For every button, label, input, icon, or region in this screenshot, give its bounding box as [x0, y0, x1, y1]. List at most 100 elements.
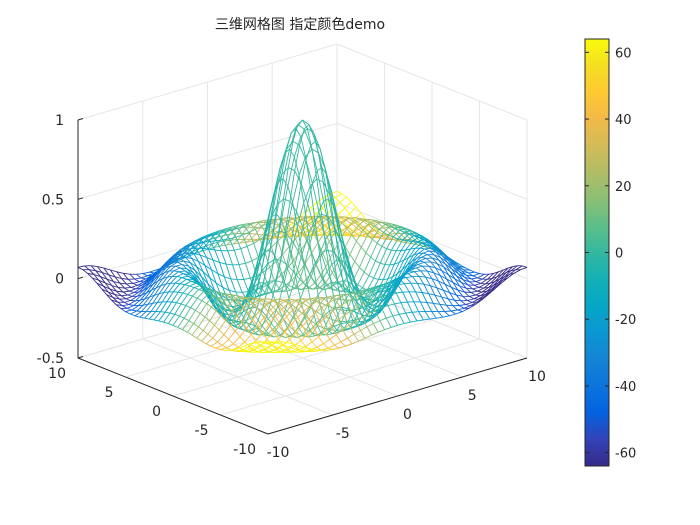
mesh-line: [443, 266, 449, 275]
mesh-line: [425, 276, 431, 286]
mesh-line: [260, 344, 267, 348]
mesh-line: [217, 334, 225, 343]
mesh-line: [265, 303, 271, 310]
mesh-line: [275, 259, 281, 281]
mesh-line: [247, 305, 255, 314]
mesh-line: [218, 240, 226, 243]
mesh-line: [263, 341, 269, 344]
mesh-line: [256, 282, 265, 309]
mesh-line: [331, 319, 339, 326]
mesh-line: [312, 297, 318, 302]
mesh-line: [129, 290, 135, 293]
mesh-line: [154, 293, 160, 296]
mesh-line: [214, 249, 222, 252]
mesh-line: [255, 242, 263, 271]
mesh-line: [330, 294, 337, 297]
mesh-line: [170, 261, 178, 267]
mesh-line: [173, 270, 179, 273]
mesh-line: [434, 254, 441, 259]
mesh-line: [203, 241, 209, 250]
mesh-line: [370, 287, 376, 297]
mesh-line: [108, 291, 115, 296]
mesh-line: [320, 251, 328, 272]
mesh-line: [296, 202, 305, 227]
mesh-line: [306, 266, 314, 282]
mesh-line: [419, 244, 427, 249]
mesh-line: [299, 264, 306, 280]
mesh-line: [435, 267, 443, 272]
mesh-line: [198, 236, 206, 241]
mesh-line: [91, 277, 98, 284]
mesh-line: [187, 293, 193, 297]
mesh-line: [317, 279, 323, 287]
mesh-line: [188, 310, 196, 321]
mesh-line: [136, 273, 143, 275]
mesh-line: [378, 289, 384, 297]
mesh-line: [378, 228, 384, 233]
mesh-line: [372, 238, 378, 244]
mesh-line: [190, 262, 197, 267]
mesh-line: [126, 282, 133, 285]
mesh-line: [105, 282, 112, 286]
mesh-line: [265, 315, 272, 322]
mesh-line: [394, 302, 401, 305]
mesh-line: [220, 314, 227, 321]
mesh-line: [288, 284, 296, 289]
mesh-line: [220, 240, 226, 247]
mesh-line: [384, 326, 392, 331]
mesh-line: [280, 341, 288, 344]
mesh-line: [278, 230, 286, 233]
mesh-line: [305, 300, 312, 306]
mesh-line: [452, 282, 460, 287]
x-tick-label: 10: [528, 369, 546, 385]
mesh-line: [224, 276, 231, 280]
colorbar-tick-label: -60: [615, 447, 636, 462]
mesh-line: [347, 337, 353, 345]
mesh-line: [287, 327, 293, 336]
mesh-line: [142, 271, 150, 275]
mesh-line: [267, 255, 276, 287]
mesh-line: [158, 320, 164, 323]
mesh-line: [313, 348, 320, 351]
mesh-line: [231, 310, 238, 317]
mesh-line: [470, 290, 478, 293]
mesh-line: [319, 315, 328, 323]
mesh-line: [443, 266, 451, 272]
mesh-line: [330, 191, 337, 215]
mesh-line: [233, 299, 239, 304]
mesh-line: [312, 232, 319, 243]
mesh-line: [304, 306, 310, 316]
mesh-line: [284, 349, 292, 353]
mesh-line: [263, 282, 269, 288]
mesh-line: [183, 273, 189, 277]
mesh-line: [391, 249, 397, 252]
mesh-line: [241, 312, 249, 323]
mesh-line: [394, 303, 400, 315]
mesh-line: [469, 294, 476, 297]
mesh-line: [149, 269, 156, 273]
mesh-line: [392, 236, 399, 240]
mesh-line: [343, 286, 351, 295]
mesh-line: [290, 348, 296, 352]
mesh-line: [372, 223, 380, 230]
mesh-line: [196, 330, 204, 339]
mesh-line: [467, 284, 473, 290]
mesh-line: [175, 282, 180, 285]
mesh-line: [221, 313, 229, 323]
mesh-line: [206, 257, 212, 270]
mesh-line: [388, 234, 394, 238]
mesh-line: [472, 273, 480, 277]
mesh-line: [161, 291, 170, 303]
mesh-line: [367, 288, 373, 292]
mesh-line: [234, 321, 243, 332]
mesh-line: [235, 237, 242, 249]
mesh-line: [298, 272, 304, 283]
mesh-line: [252, 310, 260, 320]
mesh-line: [122, 273, 129, 280]
mesh-line: [179, 305, 187, 317]
mesh-line: [281, 149, 287, 175]
mesh-line: [265, 299, 273, 305]
mesh-line: [130, 284, 138, 288]
mesh-line: [437, 311, 444, 318]
y-tick-label: 0: [152, 404, 161, 420]
